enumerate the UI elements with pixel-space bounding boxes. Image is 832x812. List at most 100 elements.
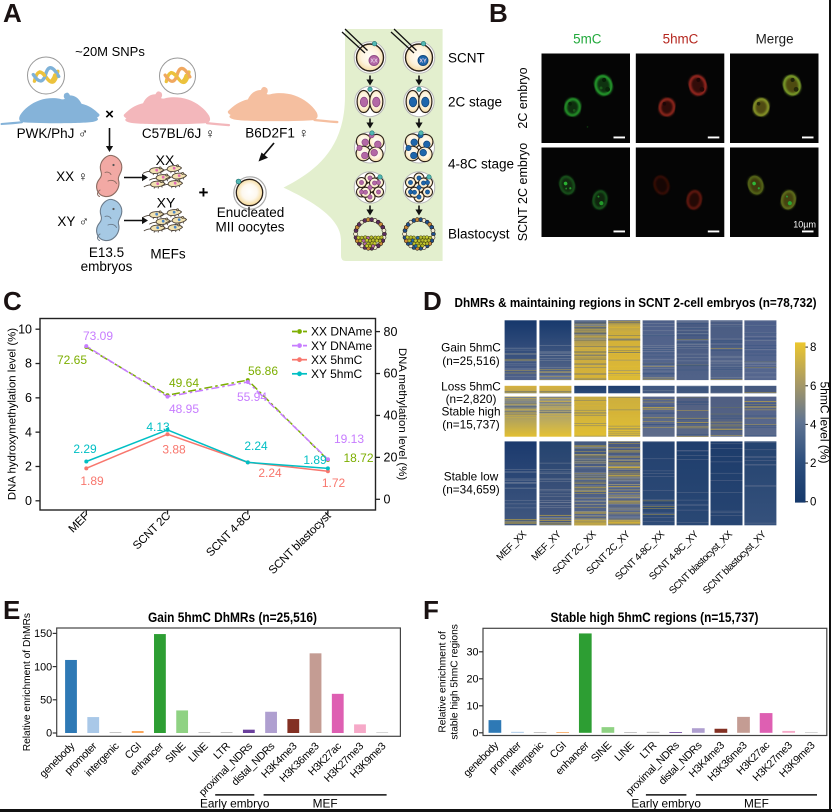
svg-text:6: 6 <box>810 381 816 393</box>
svg-text:B: B <box>489 0 508 28</box>
svg-text:Enucleated: Enucleated <box>217 205 285 220</box>
svg-text:SINE: SINE <box>163 740 188 765</box>
svg-text:XY: XY <box>157 195 176 211</box>
svg-text:~20M SNPs: ~20M SNPs <box>75 44 145 59</box>
svg-text:(n=15,737): (n=15,737) <box>442 418 499 432</box>
svg-text:6: 6 <box>25 391 32 405</box>
svg-text:+: + <box>199 183 209 202</box>
svg-text:embryos: embryos <box>81 259 133 274</box>
svg-text:5hmC level (%): 5hmC level (%) <box>818 381 832 463</box>
svg-text:×: × <box>105 106 114 123</box>
svg-text:80: 80 <box>384 325 398 339</box>
svg-text:1.89: 1.89 <box>80 474 104 488</box>
svg-text:5hmC: 5hmC <box>663 32 699 47</box>
svg-text:stable high 5hmC regions: stable high 5hmC regions <box>449 624 460 740</box>
svg-text:DNA hydroxymethylation level (: DNA hydroxymethylation level (%) <box>7 328 19 500</box>
svg-text:XY ♂: XY ♂ <box>57 214 89 229</box>
svg-text:10: 10 <box>18 322 32 336</box>
svg-text:3.88: 3.88 <box>162 443 186 457</box>
svg-text:MEFs: MEFs <box>150 247 185 262</box>
svg-text:4.13: 4.13 <box>146 420 170 434</box>
svg-text:E13.5: E13.5 <box>89 245 124 260</box>
svg-text:8: 8 <box>810 342 816 354</box>
svg-text:1.89: 1.89 <box>303 453 327 467</box>
svg-text:Merge: Merge <box>756 32 794 47</box>
svg-text:48.95: 48.95 <box>169 402 199 416</box>
svg-text:100: 100 <box>34 661 52 673</box>
svg-text:Stable low: Stable low <box>444 470 499 484</box>
svg-text:Gain 5hmC DhMRs (n=25,516): Gain 5hmC DhMRs (n=25,516) <box>148 610 317 625</box>
svg-text:2: 2 <box>810 458 816 470</box>
svg-text:2.29: 2.29 <box>73 442 97 456</box>
svg-text:10: 10 <box>466 701 478 713</box>
svg-text:5mC: 5mC <box>573 32 602 47</box>
svg-text:A: A <box>3 0 22 28</box>
svg-text:0: 0 <box>810 497 816 509</box>
svg-text:Relative enrichment of: Relative enrichment of <box>437 631 448 733</box>
svg-text:19.13: 19.13 <box>334 432 364 446</box>
svg-text:D: D <box>423 286 442 316</box>
svg-text:MII oocytes: MII oocytes <box>215 220 284 235</box>
svg-text:2: 2 <box>25 460 32 474</box>
svg-text:2.24: 2.24 <box>244 439 268 453</box>
svg-text:4: 4 <box>25 425 32 439</box>
svg-text:10µm: 10µm <box>793 220 816 230</box>
svg-text:MEF: MEF <box>67 510 92 535</box>
svg-text:Blastocyst: Blastocyst <box>448 227 510 242</box>
svg-text:XX DNAme: XX DNAme <box>311 325 373 339</box>
svg-text:55.94: 55.94 <box>237 390 267 404</box>
svg-text:40: 40 <box>384 409 398 423</box>
svg-text:49.64: 49.64 <box>169 376 199 390</box>
svg-text:C: C <box>3 286 22 316</box>
svg-text:60: 60 <box>384 367 398 381</box>
svg-text:2C stage: 2C stage <box>448 95 502 110</box>
svg-text:E: E <box>3 595 20 625</box>
svg-text:SCNT blastocyst_XX: SCNT blastocyst_XX <box>667 529 735 597</box>
svg-text:XY DNAme: XY DNAme <box>311 339 372 353</box>
svg-text:Stable high 5hmC regions (n=15: Stable high 5hmC regions (n=15,737) <box>551 610 759 625</box>
svg-text:SCNT 2C embryo: SCNT 2C embryo <box>516 143 530 241</box>
svg-text:4: 4 <box>810 419 817 431</box>
svg-text:LINE: LINE <box>612 739 636 763</box>
svg-text:2C embryo: 2C embryo <box>516 67 530 128</box>
svg-text:20: 20 <box>384 451 398 465</box>
svg-text:F: F <box>423 595 439 625</box>
svg-text:0: 0 <box>25 494 32 508</box>
svg-text:0: 0 <box>384 493 391 507</box>
svg-text:2.24: 2.24 <box>258 466 282 480</box>
svg-text:XX: XX <box>156 152 175 168</box>
svg-text:18.72: 18.72 <box>343 451 373 465</box>
svg-text:DNA methylation level (%): DNA methylation level (%) <box>396 348 408 481</box>
svg-text:MEF_XY: MEF_XY <box>530 529 565 564</box>
svg-text:B6D2F1 ♀: B6D2F1 ♀ <box>245 126 308 141</box>
svg-text:SCNT blastocyst_XY: SCNT blastocyst_XY <box>701 529 769 597</box>
svg-text:0: 0 <box>472 728 478 740</box>
svg-text:(n=25,516): (n=25,516) <box>442 354 499 368</box>
svg-text:(n=2,820): (n=2,820) <box>446 392 497 406</box>
svg-text:SCNT 4-8C: SCNT 4-8C <box>204 510 253 559</box>
svg-text:Early embryo: Early embryo <box>631 797 701 811</box>
svg-text:72.65: 72.65 <box>57 353 87 367</box>
svg-text:4-8C stage: 4-8C stage <box>448 157 514 172</box>
svg-text:Gain 5hmC: Gain 5hmC <box>441 341 501 355</box>
svg-text:MEF: MEF <box>313 797 338 811</box>
svg-text:SCNT 2C: SCNT 2C <box>131 510 173 552</box>
svg-text:SCNT blastocyst: SCNT blastocyst <box>267 509 334 576</box>
svg-text:XX: XX <box>370 59 378 65</box>
svg-text:XX ♀: XX ♀ <box>56 169 88 184</box>
svg-text:Relative enrichment of DhMRs: Relative enrichment of DhMRs <box>22 613 33 751</box>
svg-text:SINE: SINE <box>589 739 614 764</box>
svg-text:73.09: 73.09 <box>83 329 113 343</box>
svg-text:8: 8 <box>25 357 32 371</box>
svg-text:150: 150 <box>34 628 52 640</box>
svg-text:0: 0 <box>46 728 52 740</box>
svg-text:LINE: LINE <box>186 740 210 764</box>
svg-text:DhMRs & maintaining regions in: DhMRs & maintaining regions in SCNT 2-ce… <box>455 295 817 310</box>
svg-text:Stable high: Stable high <box>441 405 500 419</box>
svg-text:30: 30 <box>466 647 478 659</box>
svg-text:Loss 5hmC: Loss 5hmC <box>441 380 501 394</box>
svg-text:(n=34,659): (n=34,659) <box>442 483 499 497</box>
svg-text:XY 5hmC: XY 5hmC <box>311 367 362 381</box>
svg-text:MEF_XX: MEF_XX <box>495 529 530 564</box>
svg-text:Early embryo: Early embryo <box>200 797 270 811</box>
